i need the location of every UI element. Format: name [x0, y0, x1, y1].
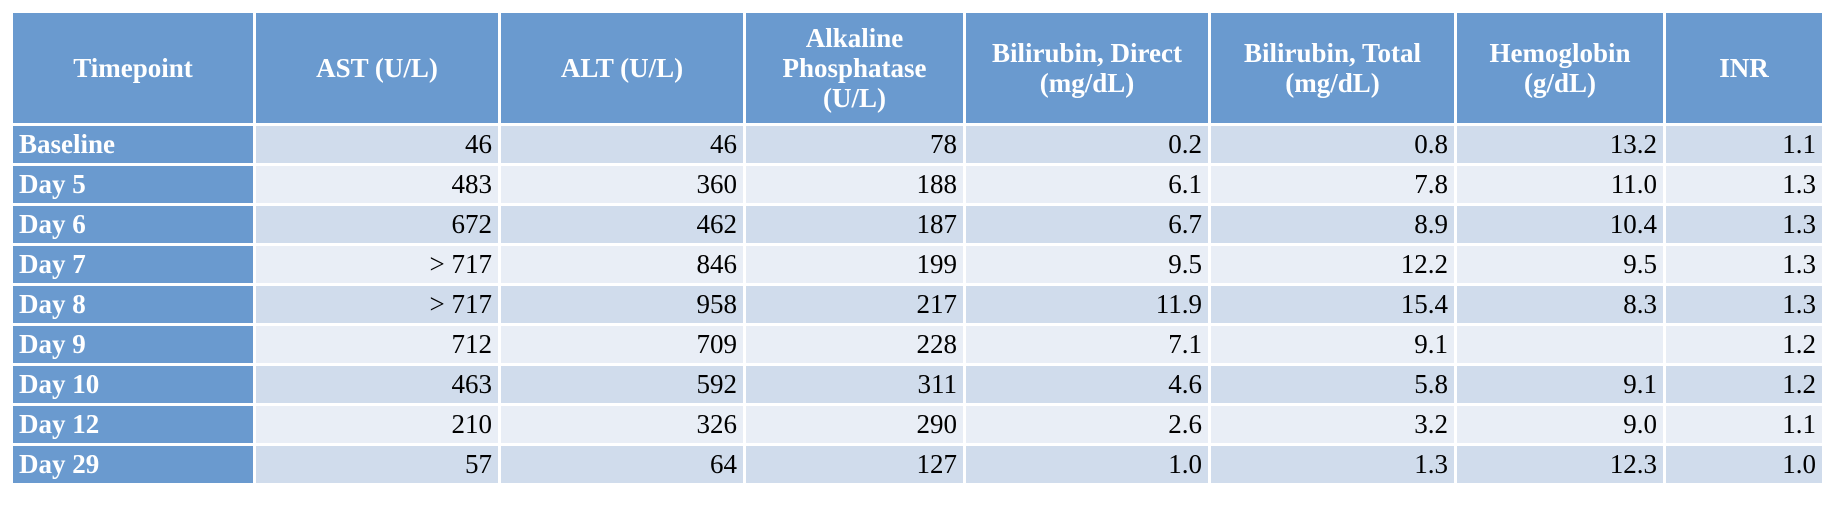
- table-row: Day 8 > 717 958 217 11.9 15.4 8.3 1.3: [10, 283, 1825, 326]
- cell: > 717: [253, 243, 501, 286]
- cell: 5.8: [1208, 363, 1457, 406]
- table-row: Day 10 463 592 311 4.6 5.8 9.1 1.2: [10, 363, 1825, 406]
- cell: 7.1: [963, 323, 1211, 366]
- row-label: Day 8: [10, 283, 256, 326]
- cell: 1.2: [1663, 323, 1825, 366]
- cell: 199: [743, 243, 966, 286]
- cell: 127: [743, 443, 966, 486]
- cell: 9.5: [963, 243, 1211, 286]
- cell: 11.9: [963, 283, 1211, 326]
- cell: 9.1: [1454, 363, 1666, 406]
- cell: 217: [743, 283, 966, 326]
- row-label: Day 6: [10, 203, 256, 246]
- column-header: ALT (U/L): [498, 10, 746, 126]
- cell: 64: [498, 443, 746, 486]
- cell: 290: [743, 403, 966, 446]
- cell: 210: [253, 403, 501, 446]
- cell: 9.0: [1454, 403, 1666, 446]
- cell: 1.3: [1208, 443, 1457, 486]
- cell: 712: [253, 323, 501, 366]
- column-header: Timepoint: [10, 10, 256, 126]
- cell: 1.0: [1663, 443, 1825, 486]
- header-row: Timepoint AST (U/L) ALT (U/L) Alkaline Phos…: [10, 10, 1825, 126]
- cell: 462: [498, 203, 746, 246]
- cell: > 717: [253, 283, 501, 326]
- cell: 9.1: [1208, 323, 1457, 366]
- column-header: INR: [1663, 10, 1825, 126]
- cell: 10.4: [1454, 203, 1666, 246]
- cell: 672: [253, 203, 501, 246]
- column-header: Bilirubin, Total (mg/dL): [1208, 10, 1457, 126]
- cell: 1.3: [1663, 283, 1825, 326]
- table-row: Day 6 672 462 187 6.7 8.9 10.4 1.3: [10, 203, 1825, 246]
- column-header: Bilirubin, Direct (mg/dL): [963, 10, 1211, 126]
- cell: 360: [498, 163, 746, 206]
- cell: 8.3: [1454, 283, 1666, 326]
- cell: 13.2: [1454, 123, 1666, 166]
- cell: 3.2: [1208, 403, 1457, 446]
- cell: 1.3: [1663, 243, 1825, 286]
- cell: 958: [498, 283, 746, 326]
- cell: 1.1: [1663, 403, 1825, 446]
- cell: 592: [498, 363, 746, 406]
- cell: 78: [743, 123, 966, 166]
- cell: 1.3: [1663, 203, 1825, 246]
- cell: 1.1: [1663, 123, 1825, 166]
- row-label: Day 10: [10, 363, 256, 406]
- row-label: Baseline: [10, 123, 256, 166]
- cell: [1454, 323, 1666, 366]
- row-label: Day 9: [10, 323, 256, 366]
- lab-table: Timepoint AST (U/L) ALT (U/L) Alkaline Phos…: [10, 10, 1825, 486]
- cell: 15.4: [1208, 283, 1457, 326]
- cell: 1.2: [1663, 363, 1825, 406]
- row-label: Day 12: [10, 403, 256, 446]
- row-label: Day 5: [10, 163, 256, 206]
- cell: 12.2: [1208, 243, 1457, 286]
- cell: 1.3: [1663, 163, 1825, 206]
- cell: 1.0: [963, 443, 1211, 486]
- table-row: Baseline 46 46 78 0.2 0.8 13.2 1.1: [10, 123, 1825, 166]
- table-row: Day 7 > 717 846 199 9.5 12.2 9.5 1.3: [10, 243, 1825, 286]
- cell: 7.8: [1208, 163, 1457, 206]
- cell: 311: [743, 363, 966, 406]
- table-row: Day 9 712 709 228 7.1 9.1 1.2: [10, 323, 1825, 366]
- cell: 709: [498, 323, 746, 366]
- cell: 188: [743, 163, 966, 206]
- table-body: Baseline 46 46 78 0.2 0.8 13.2 1.1 Day 5 483 360 18…: [10, 123, 1825, 486]
- cell: 57: [253, 443, 501, 486]
- column-header: Alkaline Phosphatase (U/L): [743, 10, 966, 126]
- row-label: Day 29: [10, 443, 256, 486]
- cell: 463: [253, 363, 501, 406]
- cell: 326: [498, 403, 746, 446]
- cell: 0.2: [963, 123, 1211, 166]
- cell: 4.6: [963, 363, 1211, 406]
- table-row: Day 12 210 326 290 2.6 3.2 9.0 1.1: [10, 403, 1825, 446]
- cell: 187: [743, 203, 966, 246]
- column-header: Hemoglobin (g/dL): [1454, 10, 1666, 126]
- cell: 846: [498, 243, 746, 286]
- table-row: Day 29 57 64 127 1.0 1.3 12.3 1.0: [10, 443, 1825, 486]
- row-label: Day 7: [10, 243, 256, 286]
- cell: 8.9: [1208, 203, 1457, 246]
- cell: 9.5: [1454, 243, 1666, 286]
- cell: 11.0: [1454, 163, 1666, 206]
- cell: 12.3: [1454, 443, 1666, 486]
- cell: 2.6: [963, 403, 1211, 446]
- cell: 6.1: [963, 163, 1211, 206]
- cell: 483: [253, 163, 501, 206]
- cell: 46: [498, 123, 746, 166]
- column-header: AST (U/L): [253, 10, 501, 126]
- cell: 46: [253, 123, 501, 166]
- cell: 0.8: [1208, 123, 1457, 166]
- cell: 6.7: [963, 203, 1211, 246]
- table-row: Day 5 483 360 188 6.1 7.8 11.0 1.3: [10, 163, 1825, 206]
- cell: 228: [743, 323, 966, 366]
